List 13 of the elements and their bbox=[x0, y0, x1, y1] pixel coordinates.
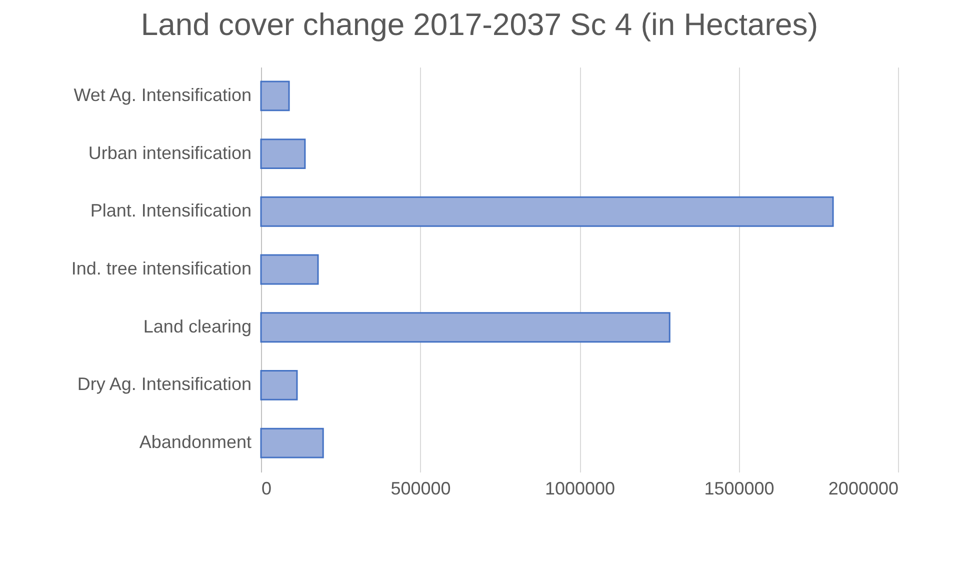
y-tick-label: Abandonment bbox=[139, 432, 252, 452]
y-tick-label: Urban intensification bbox=[88, 142, 252, 163]
x-tick-label: 1000000 bbox=[544, 478, 616, 498]
x-tick-label: 2000000 bbox=[828, 478, 898, 498]
x-tick-label: 0 bbox=[262, 478, 272, 498]
y-tick-label: Wet Ag. Intensification bbox=[74, 84, 252, 105]
y-tick-label: Plant. Intensification bbox=[90, 200, 252, 221]
x-tick-label: 1500000 bbox=[704, 478, 774, 498]
chart-title: Land cover change 2017-2037 Sc 4 (in Hectares) bbox=[140, 7, 818, 42]
y-tick-label: Dry Ag. Intensification bbox=[77, 374, 252, 394]
y-tick-label: Land clearing bbox=[143, 316, 252, 336]
y-tick-label: Ind. tree intensification bbox=[71, 258, 252, 278]
x-tick-label: 500000 bbox=[390, 478, 451, 498]
